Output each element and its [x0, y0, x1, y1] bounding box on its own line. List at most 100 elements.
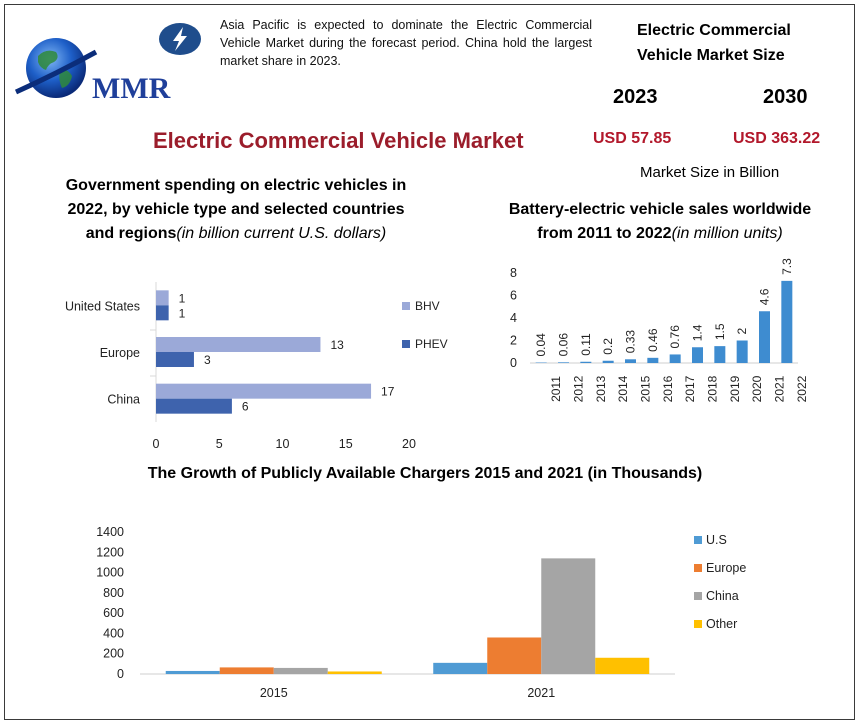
chart2-data-label: 0.04 — [534, 333, 548, 357]
chart1-bar-phev — [156, 305, 169, 321]
chart2-x-tick-label: 2017 — [683, 375, 697, 402]
chart2-data-label: 4.6 — [758, 288, 772, 305]
chart2-data-label: 2 — [735, 328, 749, 335]
chart1-x-tick-label: 5 — [216, 437, 223, 451]
chart1-data-label: 13 — [330, 338, 344, 352]
chart1-x-tick-label: 0 — [153, 437, 160, 451]
chart1-bar-phev — [156, 352, 194, 367]
chart2-x-tick-label: 2016 — [661, 375, 675, 402]
chart2-x-tick-label: 2019 — [728, 375, 742, 402]
main-title: Electric Commercial Vehicle Market — [153, 128, 524, 153]
chart1-legend-label: BHV — [415, 299, 440, 313]
chart2-y-tick-label: 8 — [510, 266, 517, 280]
chart2-bar — [625, 359, 636, 363]
chart3-bar-other — [327, 671, 382, 674]
chart1-legend-swatch-phev — [402, 340, 410, 348]
chart1-category-label: Europe — [100, 346, 140, 360]
chart2-bar — [781, 280, 793, 363]
chart3-y-tick-label: 200 — [103, 647, 124, 661]
chart1-data-label: 1 — [179, 306, 186, 320]
chart2-data-label: 0.2 — [601, 338, 615, 355]
year-2030: 2030 — [763, 86, 808, 108]
chart2-bar — [558, 362, 569, 363]
chart2-x-tick-label: 2020 — [750, 375, 764, 402]
chart1-title-bold: Government spending on electric vehicles… — [65, 177, 407, 242]
chart3-legend-swatch — [694, 592, 702, 600]
chart2-data-label: 0.11 — [579, 333, 593, 356]
market-size-unit-note: Market Size in Billion — [640, 164, 780, 181]
chart3-y-tick-label: 400 — [103, 626, 124, 640]
chart2-data-label: 0.76 — [668, 325, 682, 349]
chart2-x-tick-label: 2022 — [795, 375, 809, 402]
chart2-bar — [580, 361, 592, 363]
lightning-icon — [158, 22, 202, 61]
chart1-category-label: United States — [65, 299, 140, 313]
chart2-bar — [714, 346, 726, 363]
chart3-bar-other — [595, 657, 650, 674]
chart3-y-tick-label: 800 — [103, 586, 124, 600]
chart2-x-tick-label: 2015 — [639, 375, 653, 402]
chart2-bar — [669, 354, 681, 363]
chart2-data-label: 1.5 — [713, 323, 727, 340]
chart1-title-italic: (in billion current U.S. dollars) — [176, 225, 387, 242]
chart2-x-tick-label: 2018 — [706, 375, 720, 402]
chart2-title-bold: Battery-electric vehicle sales worldwide… — [508, 201, 812, 242]
chart1-data-label: 6 — [242, 400, 249, 414]
market-size-heading-line1: Electric Commercial — [637, 22, 791, 39]
chart3-bar-europe — [487, 637, 542, 674]
chart3-x-tick-label: 2015 — [260, 686, 288, 700]
chart3-y-tick-label: 600 — [103, 606, 124, 620]
chart3-y-tick-label: 1000 — [96, 566, 124, 580]
chart3-bar-europe — [219, 667, 274, 674]
chart1-legend-label: PHEV — [415, 337, 448, 351]
chart3-x-tick-label: 2021 — [527, 686, 555, 700]
chart3-bar-us — [433, 662, 488, 674]
chart2-y-tick-label: 4 — [510, 311, 517, 325]
chart2-x-tick-label: 2014 — [616, 375, 630, 402]
logo — [14, 30, 174, 108]
chart1-bar-bhv — [156, 337, 321, 352]
chart3-title: The Growth of Publicly Available Charger… — [147, 465, 703, 482]
chart2-title-italic: (in million units) — [671, 225, 783, 242]
value-2023: USD 57.85 — [593, 130, 672, 147]
chart2-x-tick-label: 2012 — [572, 375, 586, 402]
chart1-title: Government spending on electric vehicles… — [56, 174, 416, 246]
chart1-category-label: China — [107, 393, 140, 407]
chart3-y-tick-label: 1400 — [96, 525, 124, 539]
chart3-legend-label: China — [706, 589, 739, 603]
chart3-y-tick-label: 0 — [117, 667, 124, 681]
infographic-frame — [4, 4, 855, 720]
chart3-legend-swatch — [694, 536, 702, 544]
chart2-y-tick-label: 2 — [510, 334, 517, 348]
chart2-bar — [736, 340, 748, 363]
chart2-bar — [759, 311, 770, 363]
chart1-data-label: 1 — [179, 291, 186, 305]
chart1-data-label: 17 — [381, 385, 395, 399]
value-2030: USD 363.22 — [733, 130, 821, 147]
chart2-data-label: 0.33 — [624, 330, 638, 354]
chart3-legend-swatch — [694, 564, 702, 572]
intro-text: Asia Pacific is expected to dominate the… — [220, 18, 592, 68]
chart2-y-tick-label: 0 — [510, 356, 517, 370]
chart1-bar-bhv — [156, 383, 372, 399]
chart2-x-tick-label: 2011 — [549, 376, 563, 402]
chart2-data-label: 0.06 — [557, 333, 571, 357]
market-size-heading-line2: Vehicle Market Size — [637, 47, 785, 64]
chart2-bar — [647, 357, 659, 363]
chart3-y-tick-label: 1200 — [96, 545, 124, 559]
chart1-legend-swatch-bhv — [402, 302, 410, 310]
chart1-data-label: 3 — [204, 353, 211, 367]
chart1-x-tick-label: 15 — [339, 437, 353, 451]
chart1-bar-phev — [156, 398, 232, 414]
chart2-title: Battery-electric vehicle sales worldwide… — [505, 198, 815, 246]
chart3-legend-label: Other — [706, 617, 737, 631]
chart2-y-tick-label: 6 — [510, 289, 517, 303]
chart2-data-label: 7.3 — [780, 258, 794, 275]
globe-logo-icon — [14, 38, 98, 98]
chart2-bar — [692, 347, 703, 363]
chart2-data-label: 0.46 — [646, 328, 660, 352]
chart2-x-tick-label: 2021 — [773, 375, 787, 402]
